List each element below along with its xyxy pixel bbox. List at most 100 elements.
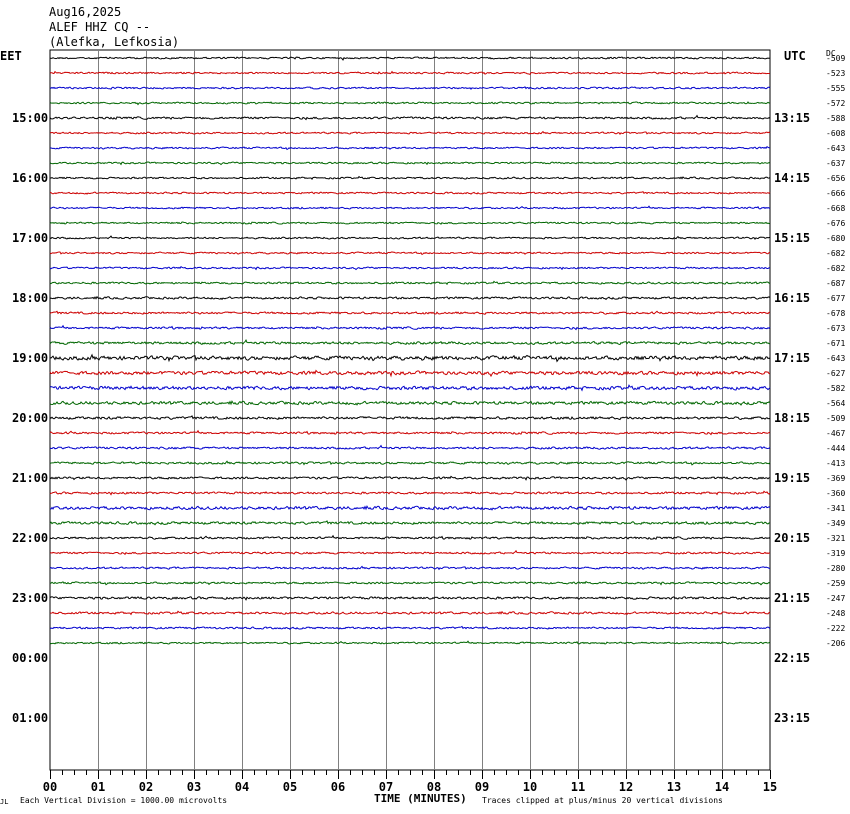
hour-label-utc: 17:15 — [774, 351, 811, 365]
seismic-trace — [49, 534, 771, 540]
x-tick-label: 03 — [187, 780, 201, 794]
dc-label: DC — [826, 49, 836, 58]
trace-offset-label: -671 — [826, 339, 846, 348]
hour-label-local: 22:00 — [12, 531, 49, 545]
trace-offset-label: -564 — [826, 399, 846, 408]
hour-label-local: 23:00 — [12, 591, 49, 605]
footer-scale-note: Each Vertical Division = 1000.00 microvo… — [20, 796, 228, 805]
seismic-trace — [49, 610, 771, 616]
seismic-trace — [49, 221, 771, 225]
seismic-trace — [49, 490, 771, 496]
seismic-trace — [49, 324, 771, 331]
trace-offset-label: -206 — [826, 639, 846, 648]
hour-label-utc: 23:15 — [774, 711, 811, 725]
seismic-trace — [49, 310, 771, 315]
x-tick-label: 14 — [715, 780, 729, 794]
x-tick-label: 11 — [571, 780, 585, 794]
hour-label-utc: 14:15 — [774, 171, 811, 185]
hour-label-local: 21:00 — [12, 471, 49, 485]
seismic-trace — [49, 70, 771, 76]
trace-offset-label: -259 — [826, 579, 846, 588]
seismic-trace — [49, 161, 771, 166]
x-tick-label: 09 — [475, 780, 489, 794]
footer-clip-note: Traces clipped at plus/minus 20 vertical… — [482, 796, 723, 805]
trace-offset-label: -637 — [826, 159, 846, 168]
x-tick-label: 01 — [91, 780, 105, 794]
trace-offset-label: -608 — [826, 129, 846, 138]
seismic-trace — [49, 130, 771, 136]
x-tick-label: 10 — [523, 780, 537, 794]
trace-offset-label: -247 — [826, 594, 846, 603]
trace-offset-label: -523 — [826, 69, 846, 78]
hour-label-utc: 20:15 — [774, 531, 811, 545]
x-tick-label: 13 — [667, 780, 681, 794]
hour-label-local: 19:00 — [12, 351, 49, 365]
hour-label-local: 00:00 — [12, 651, 49, 665]
trace-offset-label: -673 — [826, 324, 846, 333]
trace-offset-label: -444 — [826, 444, 846, 453]
seismic-trace — [49, 625, 771, 630]
hour-label-local: 17:00 — [12, 231, 49, 245]
seismic-trace — [49, 101, 771, 106]
hour-label-local: 18:00 — [12, 291, 49, 305]
seismic-trace — [49, 266, 771, 271]
trace-offset-label: -319 — [826, 549, 846, 558]
x-tick-label: 00 — [43, 780, 57, 794]
trace-offset-label: -349 — [826, 519, 846, 528]
seismic-trace — [49, 295, 771, 301]
trace-offset-label: -582 — [826, 384, 846, 393]
trace-offset-label: -509 — [826, 414, 846, 423]
left-zone-label: EET — [0, 49, 22, 63]
x-axis: 00 01 02 03 04 05 06 07 08 09 10 11 12 13 14 15 — [43, 770, 777, 794]
trace-offset-label: -643 — [826, 354, 846, 363]
seismic-trace — [49, 205, 771, 210]
seismic-trace — [49, 640, 771, 645]
hour-label-utc: 19:15 — [774, 471, 811, 485]
trace-offset-label: -668 — [826, 204, 846, 213]
hour-label-utc: 22:15 — [774, 651, 811, 665]
seismic-trace — [49, 369, 771, 378]
trace-offset-label: -687 — [826, 279, 846, 288]
trace-offset-label: -682 — [826, 249, 846, 258]
trace-offset-label: -509 — [826, 54, 846, 63]
trace-offset-label: -678 — [826, 309, 846, 318]
trace-offset-label: -572 — [826, 99, 846, 108]
trace-offset-label: -656 — [826, 174, 846, 183]
header-date: Aug16,2025 — [49, 5, 122, 19]
seismic-trace — [49, 596, 771, 601]
seismic-trace — [49, 520, 771, 526]
trace-offset-label: -360 — [826, 489, 846, 498]
hour-label-local: 01:00 — [12, 711, 49, 725]
trace-offset-label: -588 — [826, 114, 846, 123]
seismic-trace — [49, 146, 771, 151]
x-tick-label: 06 — [331, 780, 345, 794]
x-axis-title: TIME (MINUTES) — [374, 792, 467, 805]
header-station: ALEF HHZ CQ -- — [49, 20, 151, 34]
seismic-trace — [49, 429, 771, 436]
trace-offset-label: -321 — [826, 534, 846, 543]
seismic-trace — [49, 338, 771, 346]
seismic-trace — [49, 400, 771, 406]
seismic-trace — [49, 190, 771, 195]
x-tick-label: 15 — [763, 780, 777, 794]
seismic-trace — [49, 549, 771, 556]
trace-offset-label: -643 — [826, 144, 846, 153]
seismic-trace — [49, 251, 771, 256]
trace-offset-label: -248 — [826, 609, 846, 618]
x-tick-label: 04 — [235, 780, 249, 794]
hour-label-utc: 18:15 — [774, 411, 811, 425]
hour-label-utc: 16:15 — [774, 291, 811, 305]
trace-offset-label: -222 — [826, 624, 846, 633]
trace-offset-label: -676 — [826, 219, 846, 228]
hour-label-utc: 15:15 — [774, 231, 811, 245]
x-tick-label: 05 — [283, 780, 297, 794]
trace-offset-label: -682 — [826, 264, 846, 273]
seismic-trace — [49, 384, 771, 392]
trace-offset-label: -467 — [826, 429, 846, 438]
seismic-trace — [49, 565, 771, 571]
seismic-trace — [49, 353, 771, 363]
seismic-trace — [49, 114, 771, 121]
trace-offset-label: -555 — [826, 84, 846, 93]
seismic-trace — [49, 460, 771, 466]
